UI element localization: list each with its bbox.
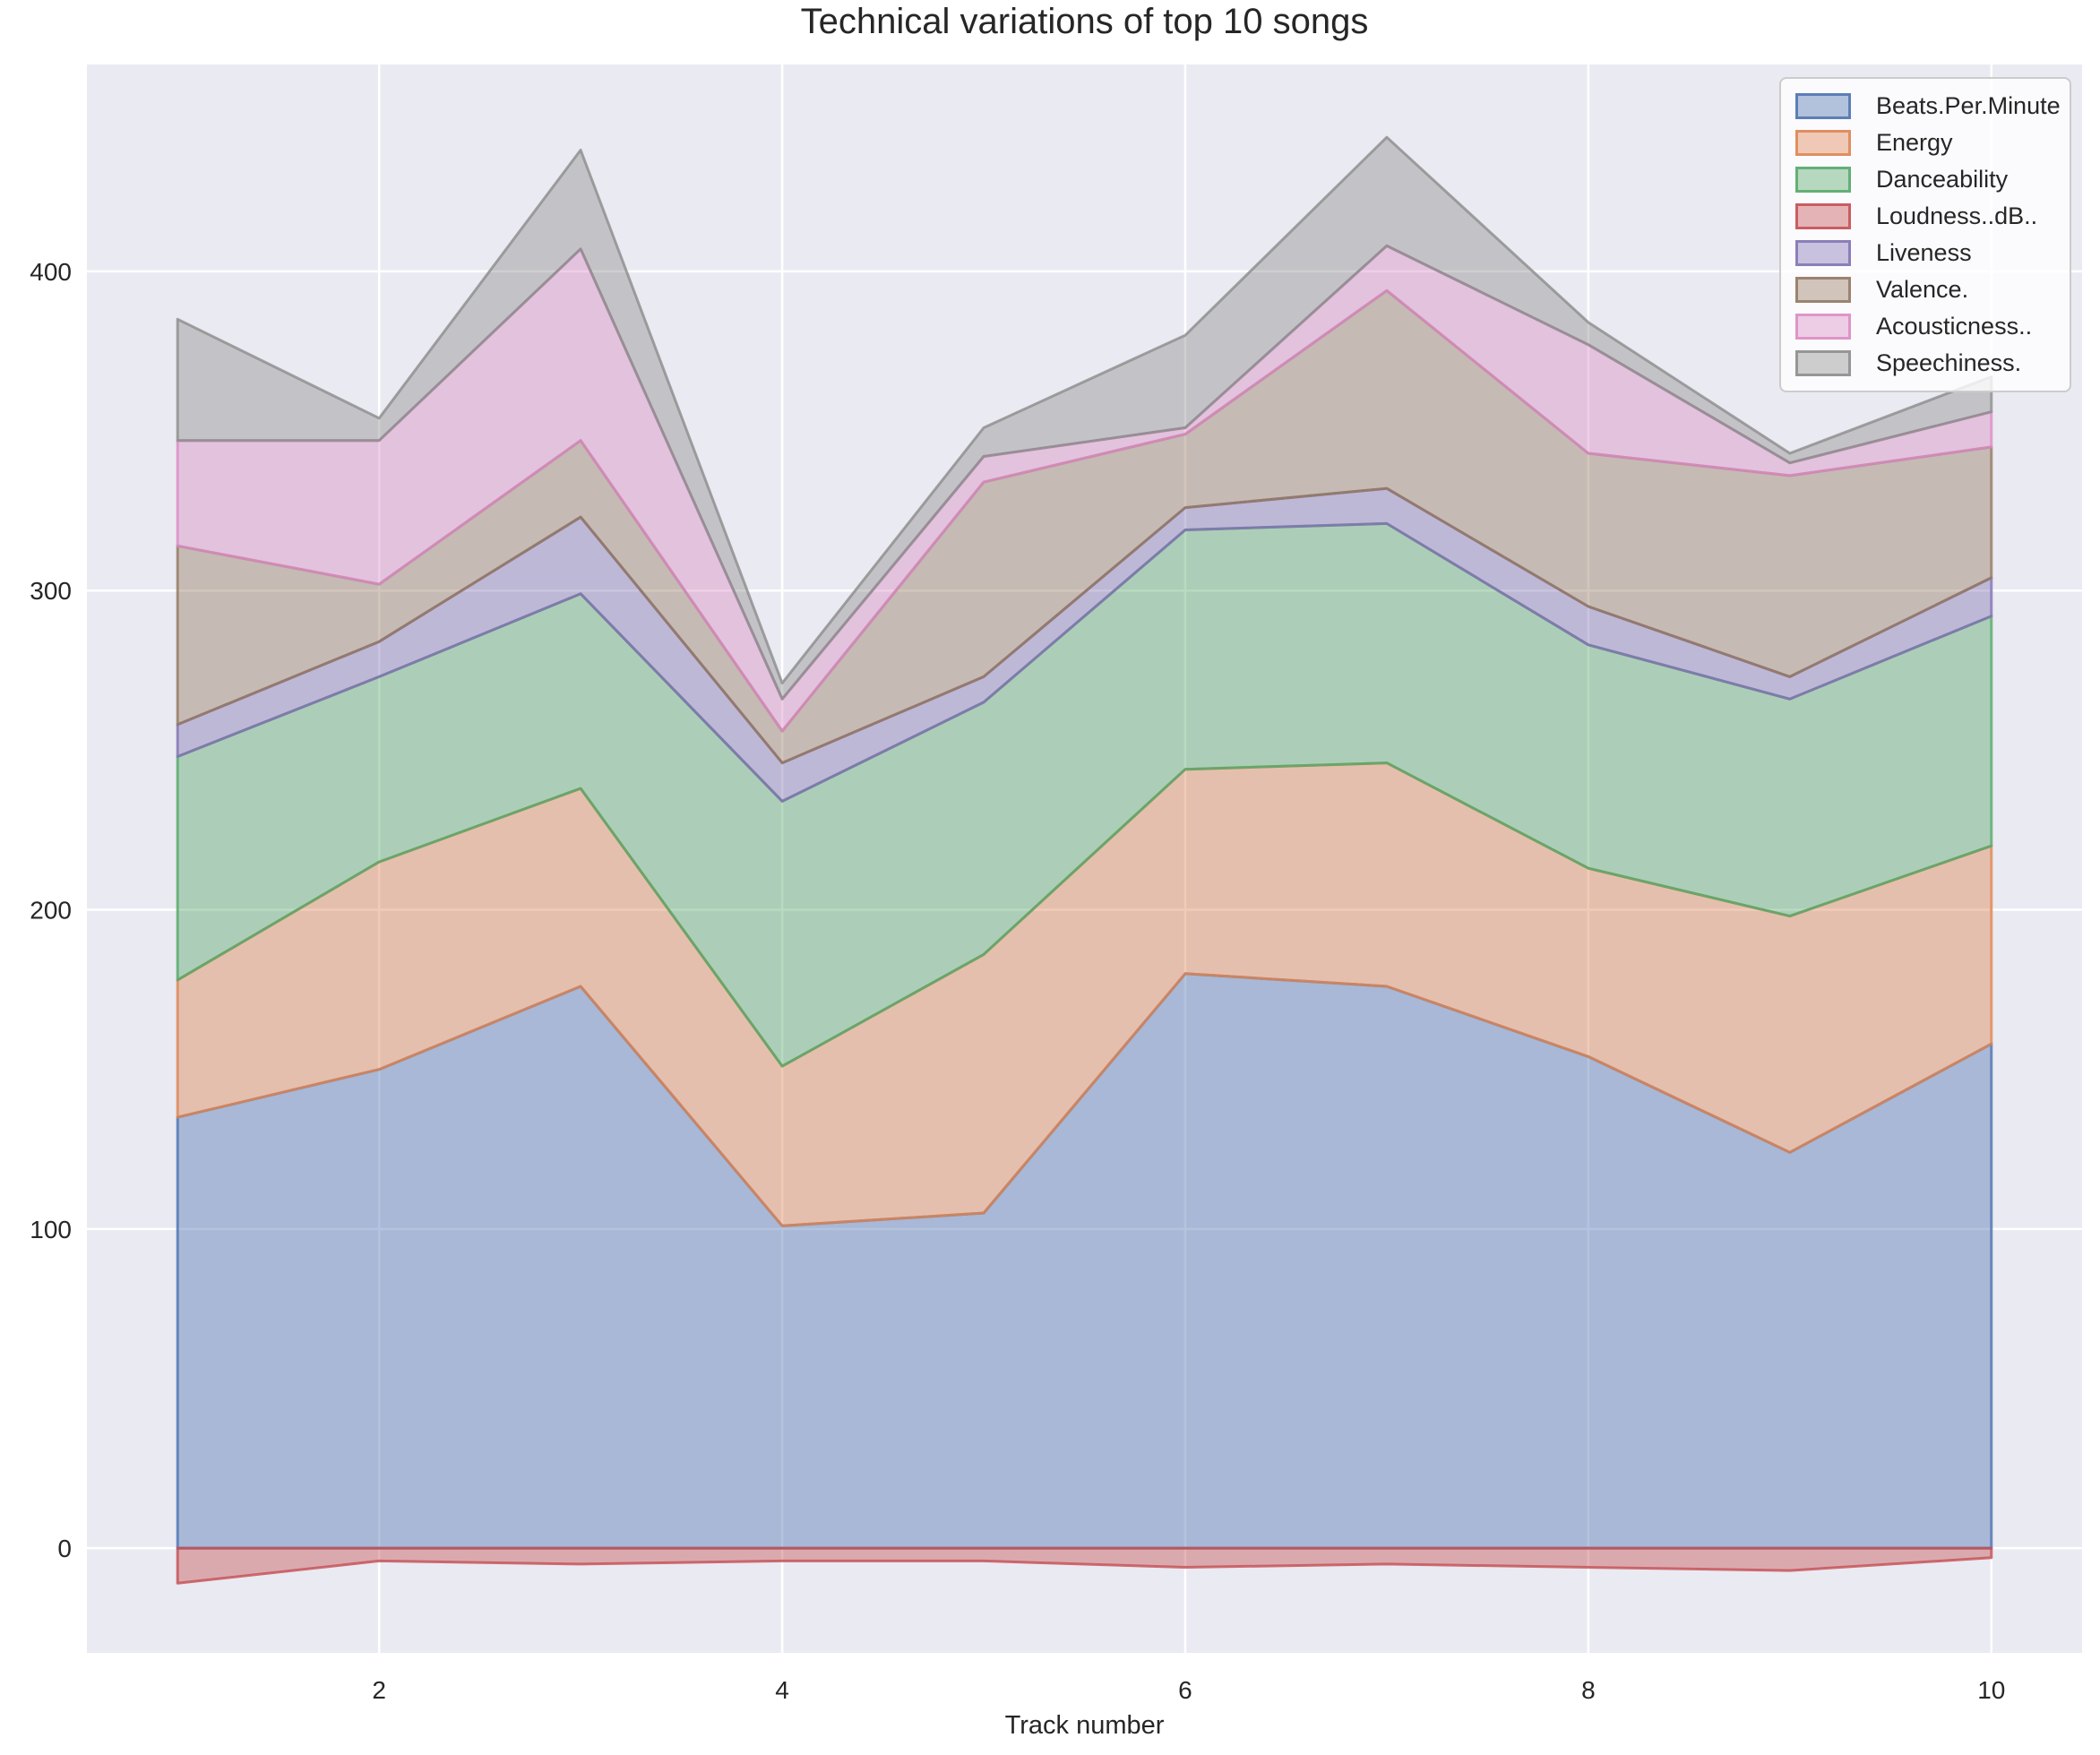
legend-item-energy: Energy	[1795, 125, 2070, 161]
legend-label: Speechiness.	[1876, 349, 2022, 376]
legend-swatch	[1795, 277, 1851, 303]
x-tick-label: 8	[1581, 1676, 1596, 1704]
legend-item-danceability: Danceability	[1795, 161, 2070, 198]
x-axis-label: Track number	[1004, 1711, 1165, 1740]
chart-title: Technical variations of top 10 songs	[800, 2, 1369, 41]
y-tick-label: 0	[57, 1535, 72, 1562]
y-tick-label: 200	[30, 897, 72, 925]
legend-label: Valence.	[1876, 276, 1969, 303]
y-tick-label: 100	[30, 1216, 72, 1243]
legend-item-loudness-db: Loudness..dB..	[1795, 198, 2070, 235]
x-tick-label: 4	[775, 1676, 789, 1704]
legend-label: Acousticness..	[1876, 313, 2033, 340]
y-tick-label: 400	[30, 258, 72, 286]
plot-area	[87, 65, 2082, 1653]
legend-label: Loudness..dB..	[1876, 202, 2038, 229]
legend-item-beats-per-minute: Beats.Per.Minute	[1795, 88, 2070, 125]
legend-swatch	[1795, 130, 1851, 156]
x-tick-label: 6	[1178, 1676, 1192, 1704]
legend-swatch	[1795, 314, 1851, 340]
x-tick-label: 10	[1977, 1676, 2005, 1704]
legend-swatch	[1795, 203, 1851, 229]
legend-label: Liveness	[1876, 239, 1972, 266]
legend-item-liveness: Liveness	[1795, 235, 2070, 271]
area-series-speechiness	[176, 135, 1993, 701]
legend: Beats.Per.Minute Energy Danceability Loudne…	[1779, 77, 2071, 392]
legend-swatch	[1795, 240, 1851, 266]
legend-label: Energy	[1876, 129, 1953, 156]
area-series-loudness-db	[176, 1546, 1993, 1585]
legend-swatch	[1795, 350, 1851, 376]
x-tick-label: 2	[372, 1676, 386, 1704]
y-tick-label: 300	[30, 577, 72, 605]
legend-item-speechiness: Speechiness.	[1795, 345, 2070, 382]
legend-label: Danceability	[1876, 166, 2009, 193]
legend-swatch	[1795, 167, 1851, 193]
legend-item-valence: Valence.	[1795, 271, 2070, 308]
legend-swatch	[1795, 93, 1851, 119]
legend-label: Beats.Per.Minute	[1876, 92, 2061, 119]
legend-item-acousticness: Acousticness..	[1795, 308, 2070, 345]
